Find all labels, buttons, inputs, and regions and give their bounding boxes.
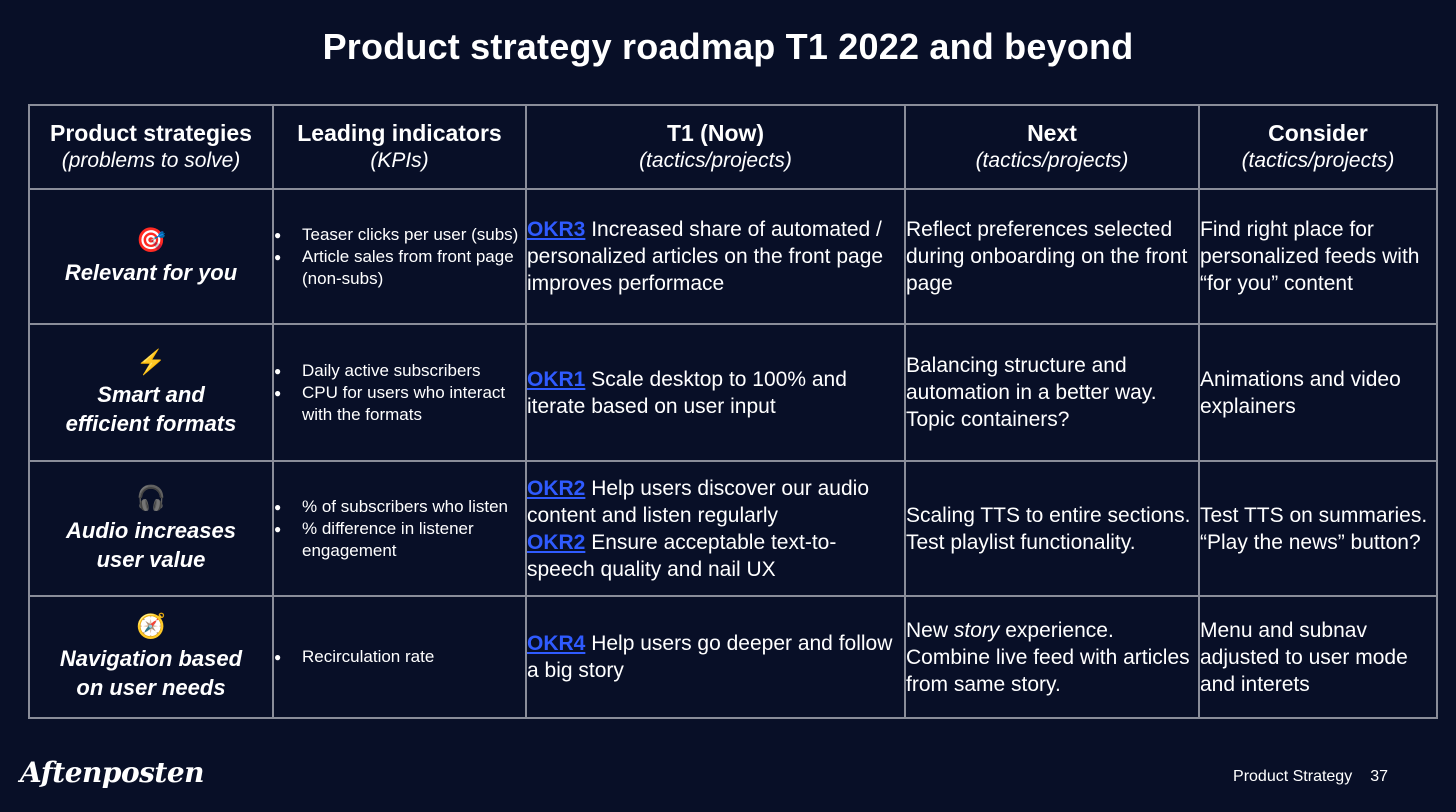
header-row: Product strategies (problems to solve) L… [28,104,1438,190]
header-now: T1 (Now) (tactics/projects) [525,104,906,190]
kpi-list: Teaser clicks per user (subs) Article sa… [274,224,525,290]
footer-section: Product Strategy [1233,768,1353,785]
header-main: Next [1027,120,1077,146]
kpi-cell: Daily active subscribers CPU for users w… [272,323,527,462]
header-sub: (problems to solve) [61,149,241,172]
next-cell: New story experience. Combine live feed … [904,595,1200,719]
strategy-cell: 🧭 Navigation based on user needs [28,595,274,719]
consider-cell: Menu and subnav adjusted to user mode an… [1198,595,1438,719]
now-text: Increased share of automated / personali… [527,218,884,295]
now-cell: OKR2 Help users discover our audio conte… [525,460,906,597]
slide-title: Product strategy roadmap T1 2022 and bey… [322,26,1134,67]
compass-icon: 🧭 [136,613,166,640]
header-main: Consider [1268,120,1368,146]
okr-link[interactable]: OKR2 [527,476,586,500]
okr-link[interactable]: OKR2 [527,530,586,554]
aftenposten-logo: Aftenposten [20,756,205,789]
header-main: Leading indicators [297,120,502,146]
header-sub: (tactics/projects) [1241,149,1395,172]
headphones-icon: 🎧 [136,484,166,512]
kpi-list: Daily active subscribers CPU for users w… [274,360,525,426]
strategy-label: Audio increases user value [66,517,236,572]
kpi-cell: % of subscribers who listen % difference… [272,460,527,597]
header-main: Product strategies [50,120,252,146]
list-item: Teaser clicks per user (subs) [274,224,525,246]
table-row: 🎯 Relevant for you Teaser clicks per use… [28,188,1438,325]
page-number: 37 [1370,768,1388,785]
okr-link[interactable]: OKR1 [527,367,586,391]
strategy-cell: 🎯 Relevant for you [28,188,274,325]
next-cell: Reflect preferences selected during onbo… [904,188,1200,325]
header-strategies: Product strategies (problems to solve) [28,104,274,190]
lightning-icon: ⚡ [136,348,166,376]
header-consider: Consider (tactics/projects) [1198,104,1438,190]
now-text: Help users go deeper and follow a big st… [527,632,893,682]
consider-cell: Animations and video explainers [1198,323,1438,462]
list-item: % of subscribers who listen [274,496,525,518]
header-indicators: Leading indicators (KPIs) [272,104,527,190]
next-cell: Scaling TTS to entire sections. Test pla… [904,460,1200,597]
header-sub: (tactics/projects) [975,149,1129,172]
list-item: CPU for users who interact with the form… [274,382,525,426]
list-item: Article sales from front page (non-subs) [274,246,525,290]
list-item: % difference in listener engagement [274,518,525,562]
roadmap-table: Product strategies (problems to solve) L… [28,104,1438,719]
now-cell: OKR4 Help users go deeper and follow a b… [525,595,906,719]
header-main: T1 (Now) [666,120,765,146]
okr-link[interactable]: OKR4 [527,632,586,655]
header-next: Next (tactics/projects) [904,104,1200,190]
now-text: Ensure acceptable text-to-speech quality… [527,530,837,581]
strategy-label: Navigation based on user needs [59,646,243,700]
kpi-list: % of subscribers who listen % difference… [274,496,525,562]
now-cell: OKR3 Increased share of automated / pers… [525,188,906,325]
header-sub: (tactics/projects) [639,149,792,172]
strategy-label: Smart and efficient formats [65,381,237,436]
consider-cell: Find right place for personalized feeds … [1198,188,1438,325]
now-cell: OKR1 Scale desktop to 100% and iterate b… [525,323,906,462]
now-text: Scale desktop to 100% and iterate based … [527,367,847,418]
strategy-label: Relevant for you [64,260,238,285]
strategy-cell: 🎧 Audio increases user value [28,460,274,597]
okr-link[interactable]: OKR3 [527,218,586,241]
list-item: Daily active subscribers [274,360,525,382]
consider-cell: Test TTS on summaries. “Play the news” b… [1198,460,1438,597]
emphasis: story [953,618,1000,642]
kpi-list: Recirculation rate [274,646,525,668]
now-text: Help users discover our audio content an… [527,476,870,527]
next-cell: Balancing structure and automation in a … [904,323,1200,462]
slide-footer: Product Strategy 37 [1233,768,1388,786]
strategy-cell: ⚡ Smart and efficient formats [28,323,274,462]
kpi-cell: Teaser clicks per user (subs) Article sa… [272,188,527,325]
target-icon: 🎯 [136,227,166,254]
kpi-cell: Recirculation rate [272,595,527,719]
list-item: Recirculation rate [274,646,525,668]
header-sub: (KPIs) [370,149,429,172]
